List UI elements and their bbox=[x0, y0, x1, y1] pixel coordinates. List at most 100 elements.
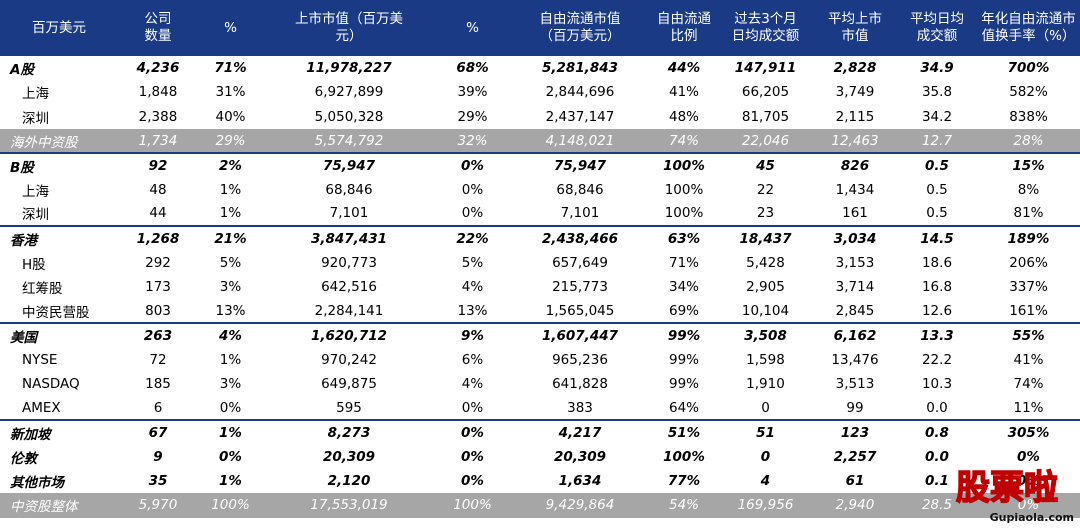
header-free-float-ratio: 自由流通 比例 bbox=[650, 0, 718, 56]
table-row: NYSE 72 1% 970,242 6% 965,236 99% 1,598 13,476 22… bbox=[0, 348, 1080, 372]
table-cell: 0% bbox=[219, 399, 242, 416]
header-avg-market-cap: 平均上市 市值 bbox=[813, 0, 897, 56]
table-cell: 12.7 bbox=[897, 128, 977, 154]
row-label: 上海 bbox=[22, 86, 49, 103]
table-cell: 161% bbox=[1009, 302, 1048, 319]
table-cell: 12,463 bbox=[813, 128, 897, 154]
table-cell: 0% bbox=[461, 181, 484, 198]
row-label: 深圳 bbox=[22, 110, 49, 127]
table-cell: 2,845 bbox=[835, 302, 875, 319]
table-cell: 970,242 bbox=[321, 351, 377, 368]
table-cell: 63% bbox=[667, 230, 701, 247]
header-row: 百万美元 公司 数量 % 上市市值（百万美 元） % 自由流通市值 （百万美元） 自由… bbox=[0, 0, 1080, 56]
row-label: 深圳 bbox=[22, 207, 49, 224]
table-cell: 838% bbox=[1009, 108, 1048, 125]
table-cell: 337% bbox=[1009, 278, 1048, 295]
table-cell: 582% bbox=[1009, 84, 1048, 101]
table-cell: 75,947 bbox=[322, 157, 376, 174]
table-cell: 11% bbox=[1013, 399, 1044, 416]
table-cell: 2,438,466 bbox=[541, 230, 618, 247]
table-cell: 2,905 bbox=[746, 278, 785, 295]
table-cell: 48 bbox=[149, 181, 167, 198]
table-cell: 39% bbox=[457, 84, 488, 101]
table-cell: 1,910 bbox=[746, 376, 785, 392]
table-cell: 0.5 bbox=[925, 157, 949, 174]
table-cell: 305% bbox=[1007, 425, 1050, 442]
table-cell: 41% bbox=[668, 84, 699, 101]
table-cell: 16.8 bbox=[921, 278, 953, 295]
table-cell: 29% bbox=[198, 128, 263, 154]
table-cell: 0% bbox=[461, 448, 484, 465]
table-cell: 595 bbox=[336, 399, 362, 416]
table-cell: 2,284,141 bbox=[314, 302, 384, 319]
table-cell: 3,749 bbox=[835, 84, 875, 101]
table-cell: 74% bbox=[1013, 376, 1044, 392]
table-cell: 0.8 bbox=[925, 425, 949, 442]
table-cell: 2,940 bbox=[813, 493, 897, 518]
table-cell: 35 bbox=[148, 473, 168, 490]
header-market-cap: 上市市值（百万美 元） bbox=[263, 0, 435, 56]
table-cell: 0.0 bbox=[925, 448, 949, 465]
table-cell: 13% bbox=[457, 302, 488, 319]
table-cell: 1% bbox=[219, 473, 242, 490]
table-cell: 99 bbox=[846, 399, 864, 416]
header-turnover-rate: 年化自由流通市 值换手率（%） bbox=[977, 0, 1080, 56]
table-cell: 20,309 bbox=[553, 448, 607, 465]
row-label: A股 bbox=[10, 62, 34, 79]
table-cell: 5,970 bbox=[118, 493, 198, 518]
table-cell: 74% bbox=[650, 128, 718, 154]
table-cell: 4,236 bbox=[136, 60, 180, 77]
table-cell: 803 bbox=[145, 302, 171, 319]
table-cell: 0% bbox=[461, 205, 484, 222]
table-row: 其他市场 35 1% 2,120 0% 1,634 77% 4 61 0.1 0% bbox=[0, 469, 1080, 493]
table-cell: 14.5 bbox=[920, 230, 954, 247]
table-cell: 100% bbox=[664, 205, 704, 222]
table-cell: 9% bbox=[461, 327, 484, 344]
table-cell: 2,844,696 bbox=[545, 84, 615, 101]
table-cell: 23 bbox=[756, 205, 775, 222]
table-cell: 0% bbox=[977, 493, 1080, 518]
table-cell: 2,115 bbox=[835, 108, 875, 125]
table-cell: 4,217 bbox=[558, 425, 602, 442]
table-cell: 55% bbox=[1012, 327, 1045, 344]
table-row: A股 4,236 71% 11,978,227 68% 5,281,843 44% 147,9… bbox=[0, 56, 1080, 80]
row-label: 中资民营股 bbox=[22, 304, 90, 321]
table-cell: 31% bbox=[215, 84, 246, 101]
table-cell: 5,428 bbox=[746, 254, 785, 271]
table-cell: 8,273 bbox=[327, 425, 371, 442]
table-cell: 12.6 bbox=[921, 302, 953, 319]
header-company-count: 公司 数量 bbox=[118, 0, 198, 56]
table-cell: 4,148,021 bbox=[510, 128, 650, 154]
table-cell: 4% bbox=[461, 278, 484, 295]
table-cell: 34% bbox=[668, 278, 699, 295]
table-cell: 2,120 bbox=[327, 473, 371, 490]
table-cell: 161 bbox=[842, 205, 868, 222]
table-cell: 0.1 bbox=[925, 473, 949, 490]
table-cell: 9,429,864 bbox=[510, 493, 650, 518]
table-cell: 0% bbox=[1017, 448, 1040, 465]
table-cell: 1,598 bbox=[746, 351, 785, 368]
table-cell: 44 bbox=[149, 205, 167, 222]
row-label: 上海 bbox=[22, 183, 49, 200]
table-cell: 48% bbox=[668, 108, 699, 125]
table-cell: 9 bbox=[153, 448, 163, 465]
table-row: 深圳 2,388 40% 5,050,328 29% 2,437,147 48% 81,705… bbox=[0, 105, 1080, 129]
table-row: 上海 48 1% 68,846 0% 68,846 100% 22 1,434 0.5 8% bbox=[0, 177, 1080, 201]
table-cell: 920,773 bbox=[321, 254, 377, 271]
table-row: AMEX 6 0% 595 0% 383 64% 0 99 0.0 11% bbox=[0, 396, 1080, 420]
table-cell: 0.5 bbox=[926, 205, 948, 222]
table-cell: 44% bbox=[667, 60, 701, 77]
table-cell: 11,978,227 bbox=[306, 60, 392, 77]
table-cell: 75,947 bbox=[553, 157, 607, 174]
table-cell: 2,828 bbox=[833, 60, 877, 77]
table-cell: 1,620,712 bbox=[310, 327, 387, 344]
watermark-chars: 股票啦 bbox=[955, 467, 1059, 509]
table-cell: 965,236 bbox=[552, 351, 608, 368]
table-cell: 2,257 bbox=[833, 448, 877, 465]
table-cell: 3,508 bbox=[744, 327, 787, 344]
row-label: AMEX bbox=[22, 399, 61, 416]
table-cell: 1% bbox=[219, 181, 242, 198]
row-label: 香港 bbox=[10, 232, 37, 249]
table-cell: 28% bbox=[977, 128, 1080, 154]
table-row: 伦敦 9 0% 20,309 0% 20,309 100% 0 2,257 0.0 0% bbox=[0, 445, 1080, 469]
